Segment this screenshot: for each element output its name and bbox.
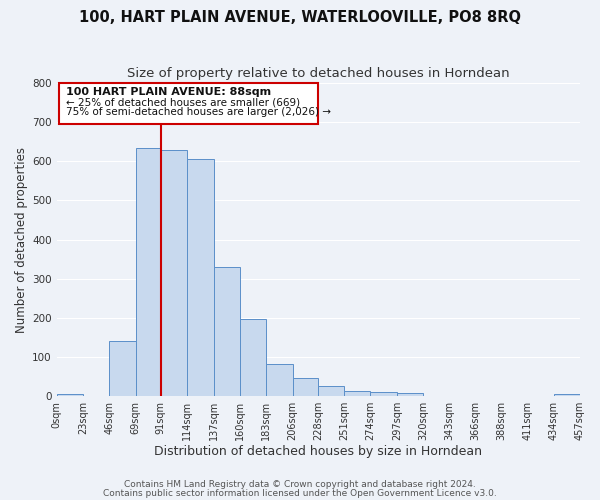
Bar [554, 394, 580, 396]
Text: 100 HART PLAIN AVENUE: 88sqm: 100 HART PLAIN AVENUE: 88sqm [66, 87, 271, 97]
Bar [240, 318, 266, 396]
Bar [344, 392, 370, 396]
X-axis label: Distribution of detached houses by size in Horndean: Distribution of detached houses by size … [154, 444, 482, 458]
Bar [318, 386, 344, 396]
Text: Contains public sector information licensed under the Open Government Licence v3: Contains public sector information licen… [103, 488, 497, 498]
Text: Contains HM Land Registry data © Crown copyright and database right 2024.: Contains HM Land Registry data © Crown c… [124, 480, 476, 489]
Bar [397, 393, 423, 396]
Bar [136, 148, 161, 396]
Bar [109, 342, 136, 396]
Bar [161, 150, 187, 396]
FancyBboxPatch shape [59, 83, 318, 124]
Bar [214, 267, 240, 396]
Bar [266, 364, 293, 396]
Bar [187, 160, 214, 396]
Y-axis label: Number of detached properties: Number of detached properties [15, 146, 28, 332]
Bar [370, 392, 397, 396]
Text: 100, HART PLAIN AVENUE, WATERLOOVILLE, PO8 8RQ: 100, HART PLAIN AVENUE, WATERLOOVILLE, P… [79, 10, 521, 25]
Title: Size of property relative to detached houses in Horndean: Size of property relative to detached ho… [127, 68, 509, 80]
Text: 75% of semi-detached houses are larger (2,026) →: 75% of semi-detached houses are larger (… [66, 108, 331, 118]
Bar [293, 378, 318, 396]
Bar [56, 394, 83, 396]
Text: ← 25% of detached houses are smaller (669): ← 25% of detached houses are smaller (66… [66, 98, 300, 108]
